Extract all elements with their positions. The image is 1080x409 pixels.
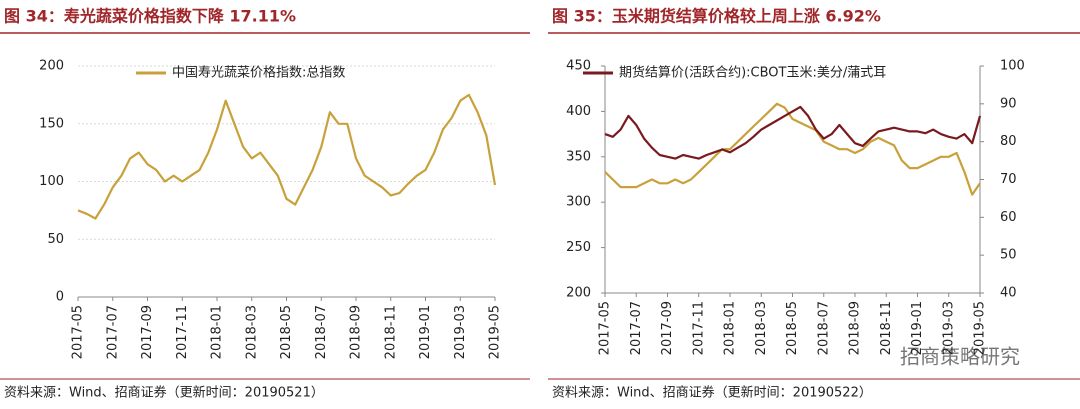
x-tick-label: 2018-03 [754,301,769,355]
x-tick-label: 2018-11 [879,301,894,355]
y-tick-label: 450 [566,59,591,74]
x-tick-label: 2017-11 [691,301,706,355]
y-tick-label: 200 [39,59,64,74]
x-tick-label: 2018-07 [314,305,329,359]
y2-tick-label: 70 [1000,172,1017,187]
x-tick-label: 2019-01 [910,301,925,355]
x-tick-label: 2018-05 [785,301,800,355]
y2-tick-label: 80 [1000,134,1017,149]
watermark: 招商策略研究 [900,345,1020,369]
source: 资料来源：Wind、招商证券（更新时间：20190522） [552,385,872,401]
series-line [77,93,497,220]
y-tick-label: 250 [566,240,591,255]
y-tick-label: 300 [566,195,591,210]
y2-tick-label: 90 [1000,96,1017,111]
x-tick-label: 2017-07 [629,301,644,355]
x-tick-label: 2018-07 [816,301,831,355]
y-tick-label: 150 [39,116,64,131]
source: 资料来源：Wind、招商证券（更新时间：20190521） [4,385,324,401]
y-tick-label: 50 [47,232,64,247]
series-line [604,105,982,160]
x-tick-label: 2018-11 [383,305,398,359]
chart-title: 图 34：寿光蔬菜价格指数下降 17.11% [4,7,296,26]
y-tick-label: 100 [39,174,64,189]
x-tick-label: 2017-11 [175,305,190,359]
x-tick-label: 2019-05 [973,301,988,355]
chart-title: 图 35：玉米期货结算价格较上周上涨 6.92% [552,7,881,26]
x-tick-label: 2018-01 [210,305,225,359]
y-tick-label: 0 [56,290,64,305]
y2-tick-label: 40 [1000,286,1017,301]
y2-tick-label: 50 [1000,248,1017,263]
x-tick-label: 2018-01 [723,301,738,355]
y-tick-label: 400 [566,104,591,119]
x-tick-label: 2017-09 [660,301,675,355]
y-tick-label: 350 [566,149,591,164]
x-tick-label: 2019-05 [488,305,503,359]
series-line [604,102,981,196]
legend-label: 中国寿光蔬菜价格指数:总指数 [172,65,345,81]
y2-tick-label: 60 [1000,210,1017,225]
x-tick-label: 2019-03 [941,301,956,355]
x-tick-label: 2018-05 [279,305,294,359]
y-tick-label: 200 [566,286,591,301]
x-tick-label: 2018-09 [349,305,364,359]
x-tick-label: 2017-07 [105,305,120,359]
x-tick-label: 2019-01 [418,305,433,359]
x-tick-label: 2019-03 [453,305,468,359]
legend-label: 期货结算价(活跃合约):CBOT玉米:美分/蒲式耳 [619,65,886,81]
x-tick-label: 2018-09 [848,301,863,355]
x-tick-label: 2017-05 [598,301,613,355]
x-tick-label: 2018-03 [244,305,259,359]
x-tick-label: 2017-05 [71,305,86,359]
y2-tick-label: 100 [1000,59,1025,74]
x-tick-label: 2017-09 [140,305,155,359]
